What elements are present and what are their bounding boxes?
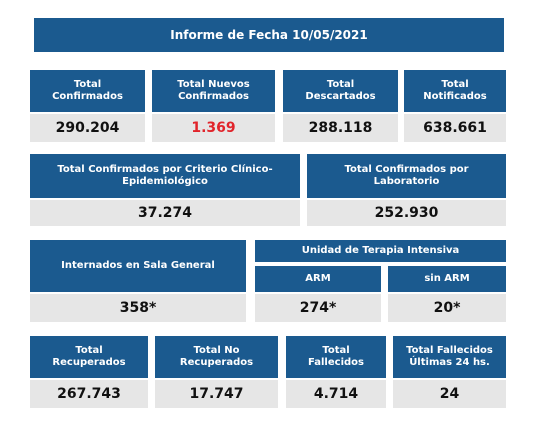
confirmados-criterio-clinico-label: Total Confirmados por Criterio Clínico- … (30, 154, 300, 200)
internados-sala-general-label: Internados en Sala General (30, 240, 246, 294)
total-no-recuperados-label: Total No Recuperados (155, 336, 278, 380)
total-recuperados-value: 267.743 (30, 380, 148, 408)
total-fallecidos-label: Total Fallecidos (286, 336, 386, 380)
total-notificados-label: Total Notificados (404, 70, 506, 114)
fallecidos-24hs-value: 24 (393, 380, 506, 408)
confirmados-laboratorio-value: 252.930 (307, 200, 506, 226)
total-confirmados-value: 290.204 (30, 114, 145, 142)
confirmados-laboratorio-label: Total Confirmados por Laboratorio (307, 154, 506, 200)
uti-sin-arm-value: 20* (388, 294, 506, 322)
confirmados-criterio-clinico-value: 37.274 (30, 200, 300, 226)
uti-arm-label: ARM (255, 266, 381, 294)
total-nuevos-confirmados-label: Total Nuevos Confirmados (152, 70, 275, 114)
total-nuevos-confirmados-value: 1.369 (152, 114, 275, 142)
report-title: Informe de Fecha 10/05/2021 (34, 18, 504, 52)
fallecidos-24hs-label: Total Fallecidos Últimas 24 hs. (393, 336, 506, 380)
total-recuperados-label: Total Recuperados (30, 336, 148, 380)
total-fallecidos-value: 4.714 (286, 380, 386, 408)
total-notificados-value: 638.661 (404, 114, 506, 142)
uti-sin-arm-label: sin ARM (388, 266, 506, 294)
uti-label: Unidad de Terapia Intensiva (255, 240, 506, 264)
total-descartados-label: Total Descartados (283, 70, 398, 114)
total-no-recuperados-value: 17.747 (155, 380, 278, 408)
internados-sala-general-value: 358* (30, 294, 246, 322)
total-descartados-value: 288.118 (283, 114, 398, 142)
uti-arm-value: 274* (255, 294, 381, 322)
total-confirmados-label: Total Confirmados (30, 70, 145, 114)
